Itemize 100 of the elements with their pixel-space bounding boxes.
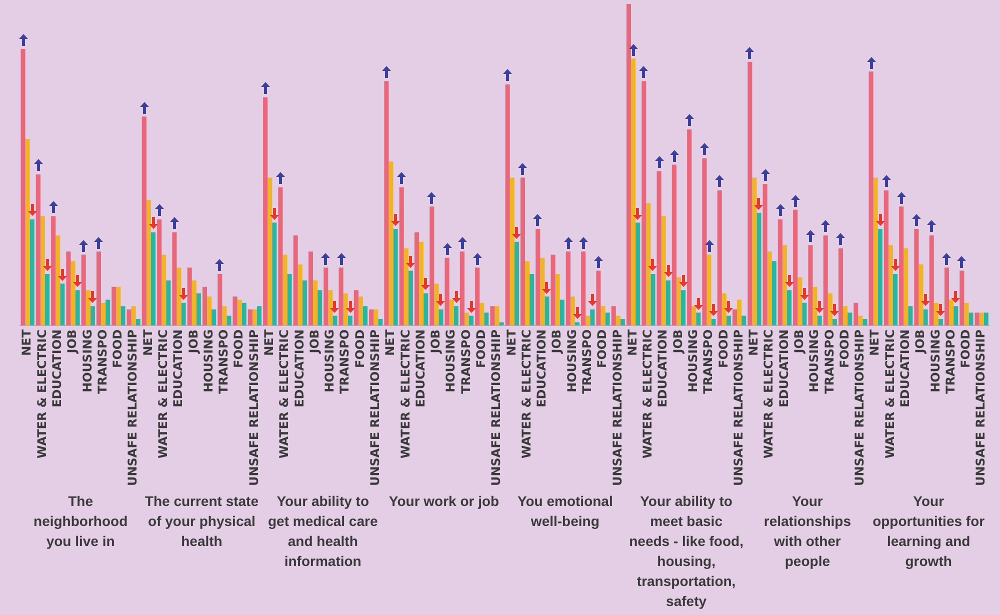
bar — [873, 178, 878, 326]
x-tick-label: TRANSPO — [580, 329, 594, 394]
bar — [287, 274, 292, 326]
bar — [51, 216, 56, 326]
x-tick-label: UNSAFE RELATIONSHIP — [731, 329, 746, 486]
bar — [162, 254, 166, 326]
bar — [237, 300, 242, 326]
bar — [248, 309, 252, 326]
bar — [192, 280, 196, 326]
bar — [81, 254, 86, 326]
bar — [298, 264, 302, 326]
bar — [732, 309, 738, 326]
bar — [490, 306, 495, 326]
bar — [908, 306, 913, 326]
x-tick-label: NET — [383, 328, 398, 356]
bar — [899, 206, 904, 326]
bar — [438, 309, 444, 326]
x-tick-label: TRANSPO — [458, 329, 473, 394]
x-tick-label: EDUCATION — [292, 329, 306, 408]
x-tick-label: NET — [625, 328, 640, 356]
x-tick-label: JOB — [670, 329, 685, 354]
bar — [499, 322, 504, 326]
bar — [656, 171, 662, 326]
bar — [711, 319, 716, 326]
bar — [843, 306, 848, 326]
bar — [263, 97, 268, 326]
x-tick-label: UNSAFE RELATIONSHIP — [852, 329, 867, 486]
bar — [642, 81, 646, 326]
bar — [222, 306, 227, 326]
x-tick-label: HOUSING — [80, 329, 94, 392]
bar — [590, 309, 595, 326]
x-tick-label: UNSAFE RELATIONSHIP — [246, 329, 261, 486]
bar — [817, 316, 822, 326]
bar — [702, 158, 707, 326]
text: The neighborhood you live in — [34, 492, 128, 549]
bar — [550, 254, 556, 326]
bar — [166, 280, 171, 326]
bar — [566, 252, 570, 326]
bar — [293, 235, 298, 326]
bar — [581, 252, 586, 326]
x-tick-label: FOOD — [110, 329, 125, 368]
x-tick-label: TRANSPO — [95, 329, 110, 394]
bar — [756, 212, 762, 326]
bar — [964, 302, 969, 326]
bar — [574, 322, 580, 326]
bar — [101, 302, 106, 326]
bar — [116, 286, 121, 326]
bar — [687, 129, 692, 326]
bar — [938, 319, 943, 326]
bar — [252, 309, 257, 326]
bar — [762, 184, 768, 326]
x-tick-label: TRANSPO — [216, 329, 231, 394]
x-tick-label: NET — [746, 328, 761, 356]
x-tick-label: FOOD — [595, 329, 610, 368]
bar — [60, 284, 65, 326]
bar — [444, 258, 450, 326]
x-tick-label: UNSAFE RELATIONSHIP — [126, 329, 140, 486]
bar — [172, 232, 177, 326]
text: Your relationships with other people — [764, 492, 852, 569]
bar — [605, 312, 610, 326]
bar — [399, 187, 404, 326]
x-tick-label: HOUSING — [928, 329, 942, 392]
x-tick-label: TRANSPO — [701, 329, 716, 394]
x-tick-label: WATER & ELECTRIC — [34, 329, 49, 458]
bar — [20, 49, 26, 326]
bar — [600, 306, 606, 326]
bar — [414, 232, 420, 326]
bar — [596, 270, 601, 326]
bar — [676, 277, 681, 326]
bar — [726, 316, 731, 326]
bar — [146, 200, 151, 326]
bar — [778, 219, 782, 326]
bar — [136, 319, 140, 326]
x-tick-label: WATER & ELECTRIC — [156, 329, 170, 458]
bar — [430, 206, 434, 326]
x-tick-label: NET — [504, 328, 518, 356]
bar — [858, 316, 863, 326]
x-tick-label: HOUSING — [201, 329, 216, 392]
bar — [904, 248, 908, 326]
bar — [862, 319, 868, 326]
bar — [218, 274, 222, 326]
bar — [324, 268, 328, 326]
x-tick-label: JOB — [913, 329, 928, 354]
bar — [914, 229, 919, 326]
bar — [464, 312, 469, 326]
bar — [868, 72, 874, 326]
text: Your opportunities for learning and growth — [872, 492, 986, 569]
bar — [696, 312, 701, 326]
x-tick-label: EDUCATION — [413, 329, 428, 408]
bar — [536, 229, 540, 326]
x-tick-label: NET — [262, 328, 276, 356]
bar — [923, 309, 928, 326]
bar — [661, 216, 666, 326]
bar — [884, 190, 888, 326]
bar — [944, 268, 950, 326]
x-tick-label: HOUSING — [807, 329, 822, 392]
bar — [748, 62, 752, 326]
x-tick-label: FOOD — [232, 329, 246, 368]
x-tick-label: EDUCATION — [898, 329, 912, 408]
bar — [126, 309, 132, 326]
